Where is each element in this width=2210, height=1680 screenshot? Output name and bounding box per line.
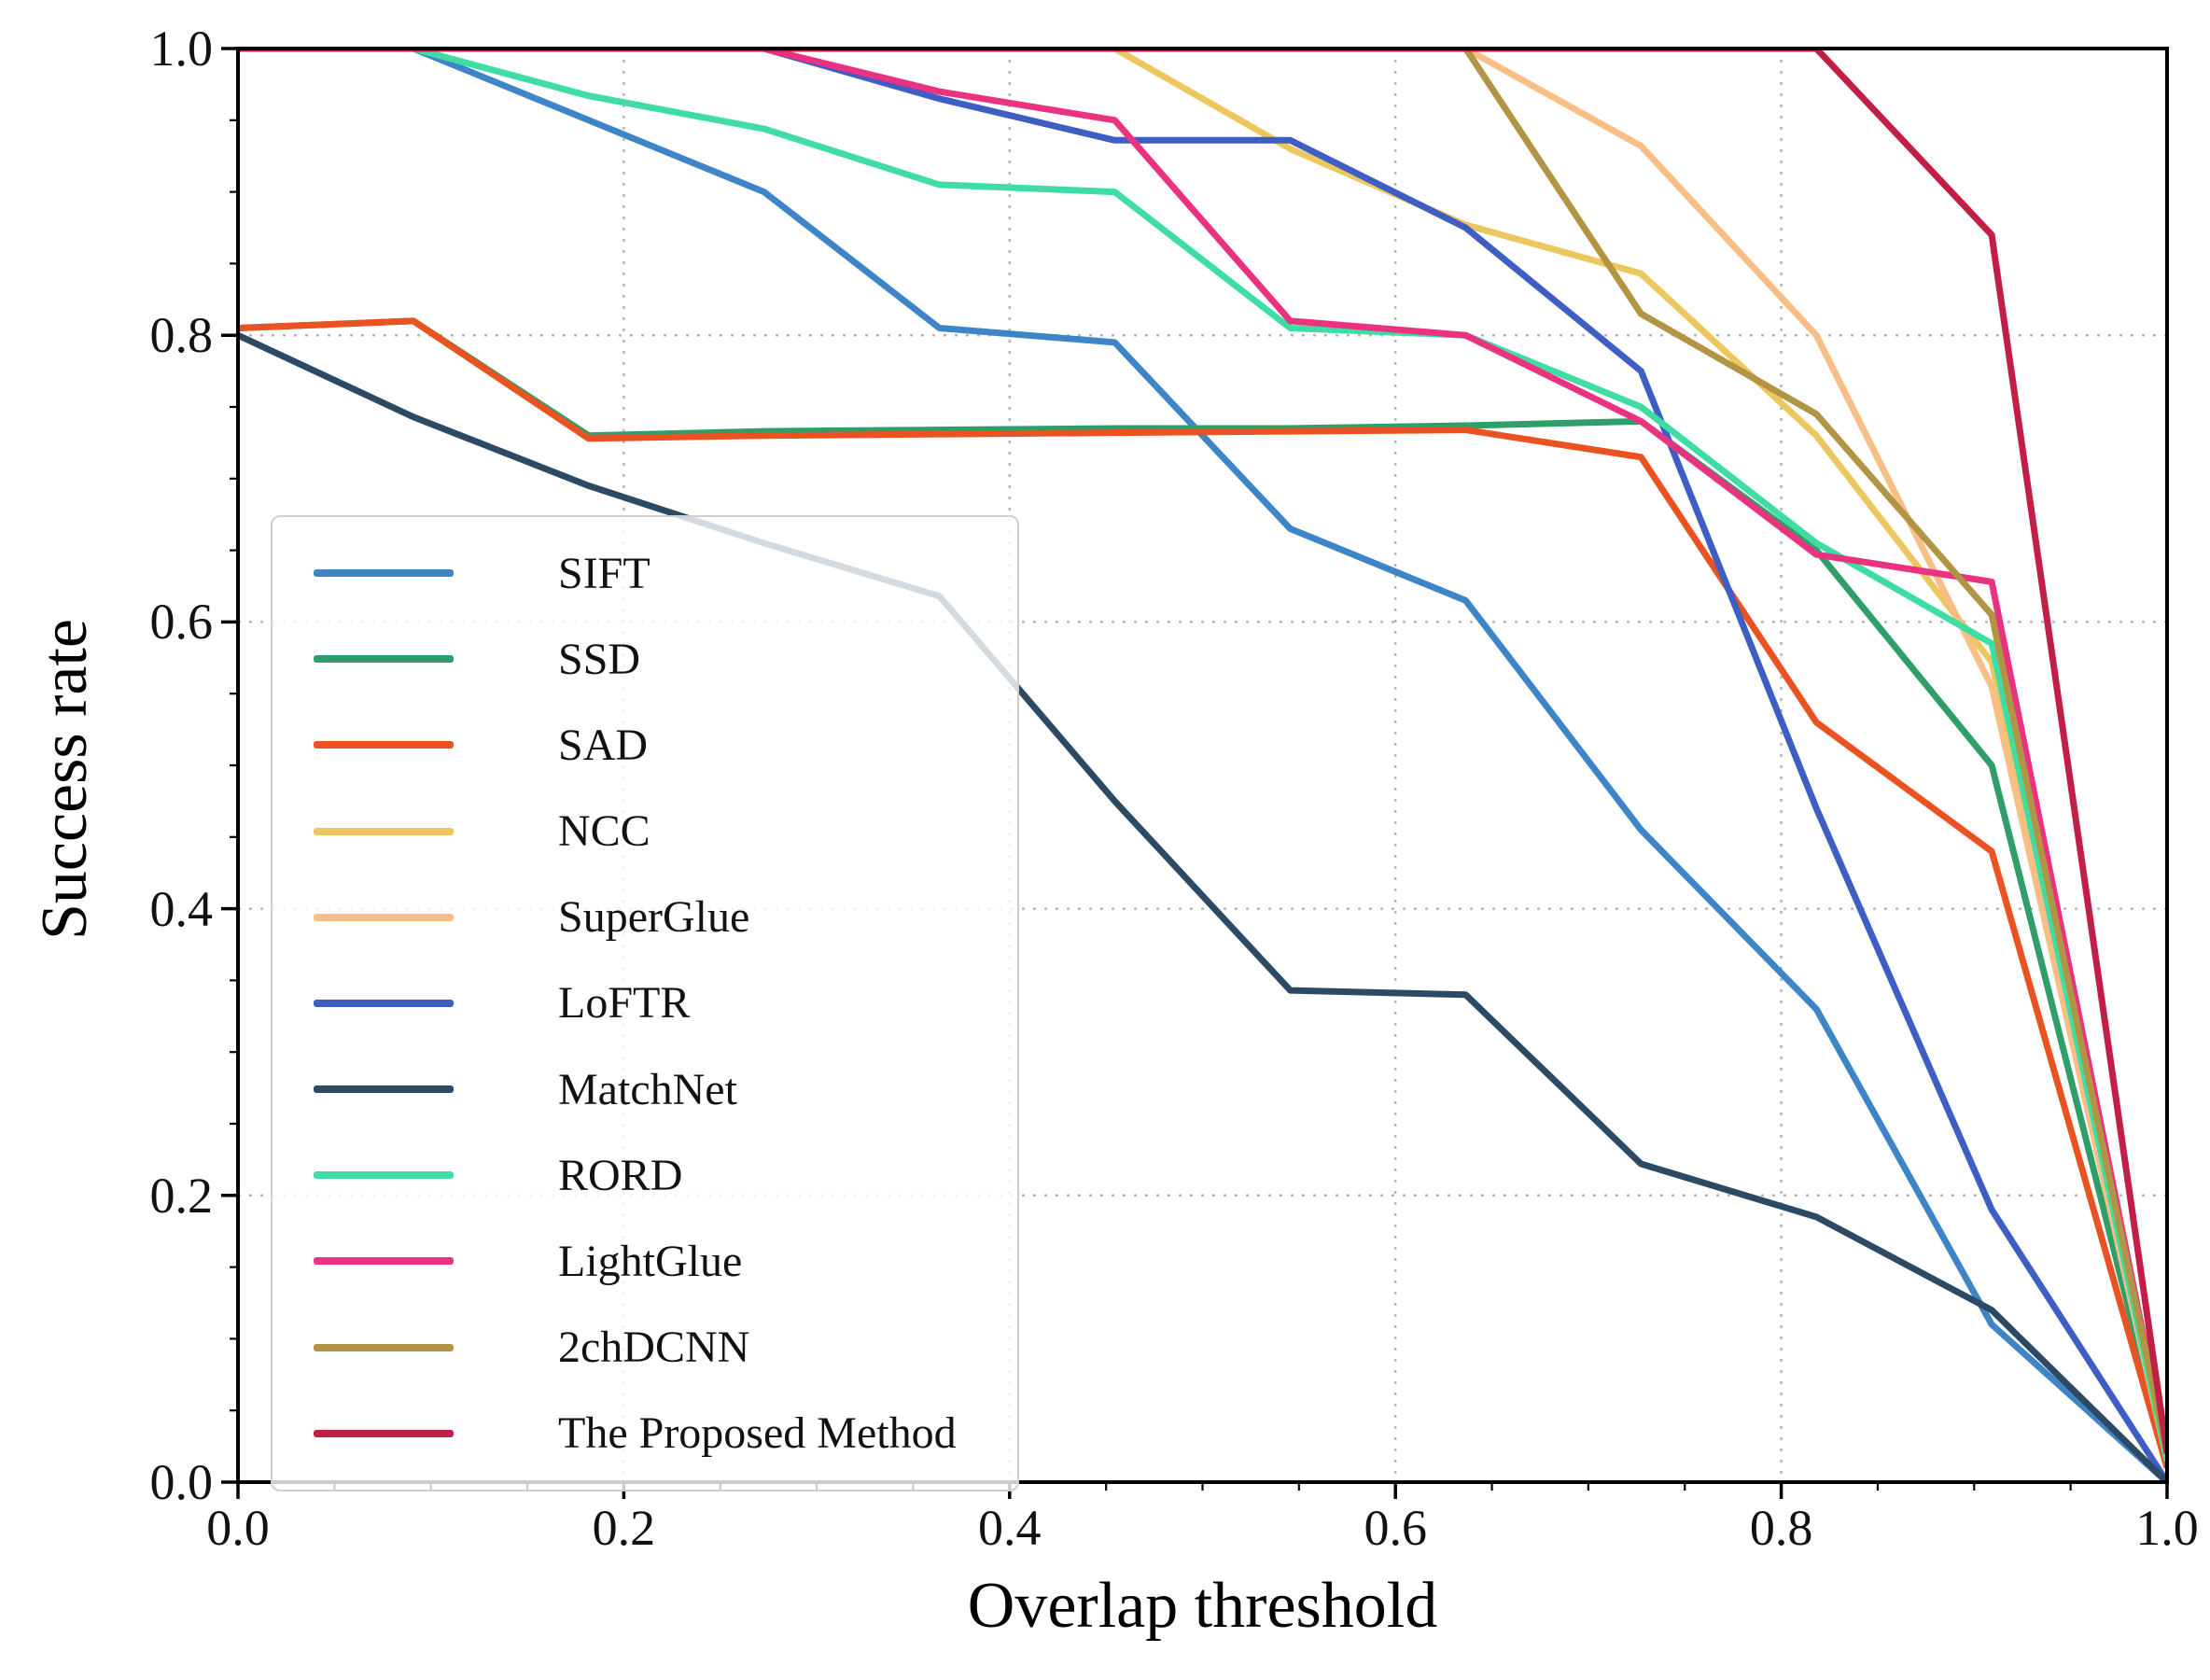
x-tick-label-0.8: 0.8 (1749, 1500, 1813, 1556)
legend-line-swatch (314, 827, 454, 835)
series-lines (238, 49, 2167, 1482)
legend-line-swatch (314, 741, 454, 749)
line-2chdcnn (238, 49, 2167, 1454)
line-sift (238, 49, 2167, 1482)
legend-line-swatch (314, 999, 454, 1007)
legend-item-the-proposed-method: The Proposed Method (314, 1407, 1008, 1459)
legend-item-ncc: NCC (314, 805, 1008, 857)
legend-line-swatch (314, 1343, 454, 1351)
y-tick-label-0.8: 0.8 (149, 307, 214, 364)
legend-item-loftr: LoFTR (314, 977, 1008, 1029)
line-the-proposed-method (238, 49, 2167, 1454)
legend-label: 2chDCNN (558, 1323, 750, 1373)
legend-item-sad: SAD (314, 720, 1008, 771)
line-ncc (238, 49, 2167, 1462)
legend-label: MatchNet (558, 1064, 737, 1114)
legend-label: RORD (558, 1150, 683, 1200)
legend-label: SAD (558, 720, 649, 770)
legend-line-swatch (314, 655, 454, 664)
x-tick-label-0.4: 0.4 (978, 1500, 1042, 1556)
x-tick-label-0.0: 0.0 (206, 1500, 270, 1556)
legend-label: LoFTR (558, 978, 691, 1029)
x-tick-label-0.6: 0.6 (1364, 1500, 1427, 1556)
y-tick-label-0.2: 0.2 (149, 1167, 214, 1224)
legend-label: SIFT (558, 548, 650, 598)
legend-item-matchnet: MatchNet (314, 1064, 1008, 1115)
legend-line-swatch (314, 1085, 454, 1094)
line-superglue (238, 49, 2167, 1462)
legend-line-swatch (314, 913, 454, 921)
legend-label: SuperGlue (558, 892, 750, 943)
legend-label: LightGlue (558, 1236, 743, 1286)
legend-label: The Proposed Method (558, 1408, 957, 1459)
x-tick-label-0.2: 0.2 (592, 1500, 656, 1556)
y-tick-label-0.4: 0.4 (149, 880, 214, 937)
legend-line-swatch (314, 1257, 454, 1266)
legend-item-sift: SIFT (314, 548, 1008, 599)
legend-item-2chdcnn: 2chDCNN (314, 1322, 1008, 1373)
legend-item-superglue: SuperGlue (314, 891, 1008, 943)
line-lightglue (238, 49, 2167, 1454)
y-tick-label-1.0: 1.0 (149, 21, 214, 77)
line-sad (238, 317, 2167, 1469)
legend-item-rord: RORD (314, 1150, 1008, 1201)
line-matchnet (238, 332, 2167, 1482)
y-tick-label-0.0: 0.0 (149, 1454, 214, 1510)
y-tick-label-0.6: 0.6 (149, 594, 214, 651)
x-tick-label-1.0: 1.0 (2135, 1500, 2199, 1556)
legend: SIFT SSD SAD NCC SuperGlue LoFTR MatchNet RORD L… (271, 515, 1019, 1491)
x-axis-label: Overlap threshold (967, 1570, 1438, 1642)
legend-label: NCC (558, 806, 650, 857)
legend-label: SSD (558, 634, 641, 684)
line-loftr (238, 49, 2167, 1482)
legend-line-swatch (314, 1171, 454, 1180)
legend-line-swatch (314, 1429, 454, 1437)
legend-item-ssd: SSD (314, 634, 1008, 685)
legend-line-swatch (314, 569, 454, 578)
legend-item-lightglue: LightGlue (314, 1236, 1008, 1287)
